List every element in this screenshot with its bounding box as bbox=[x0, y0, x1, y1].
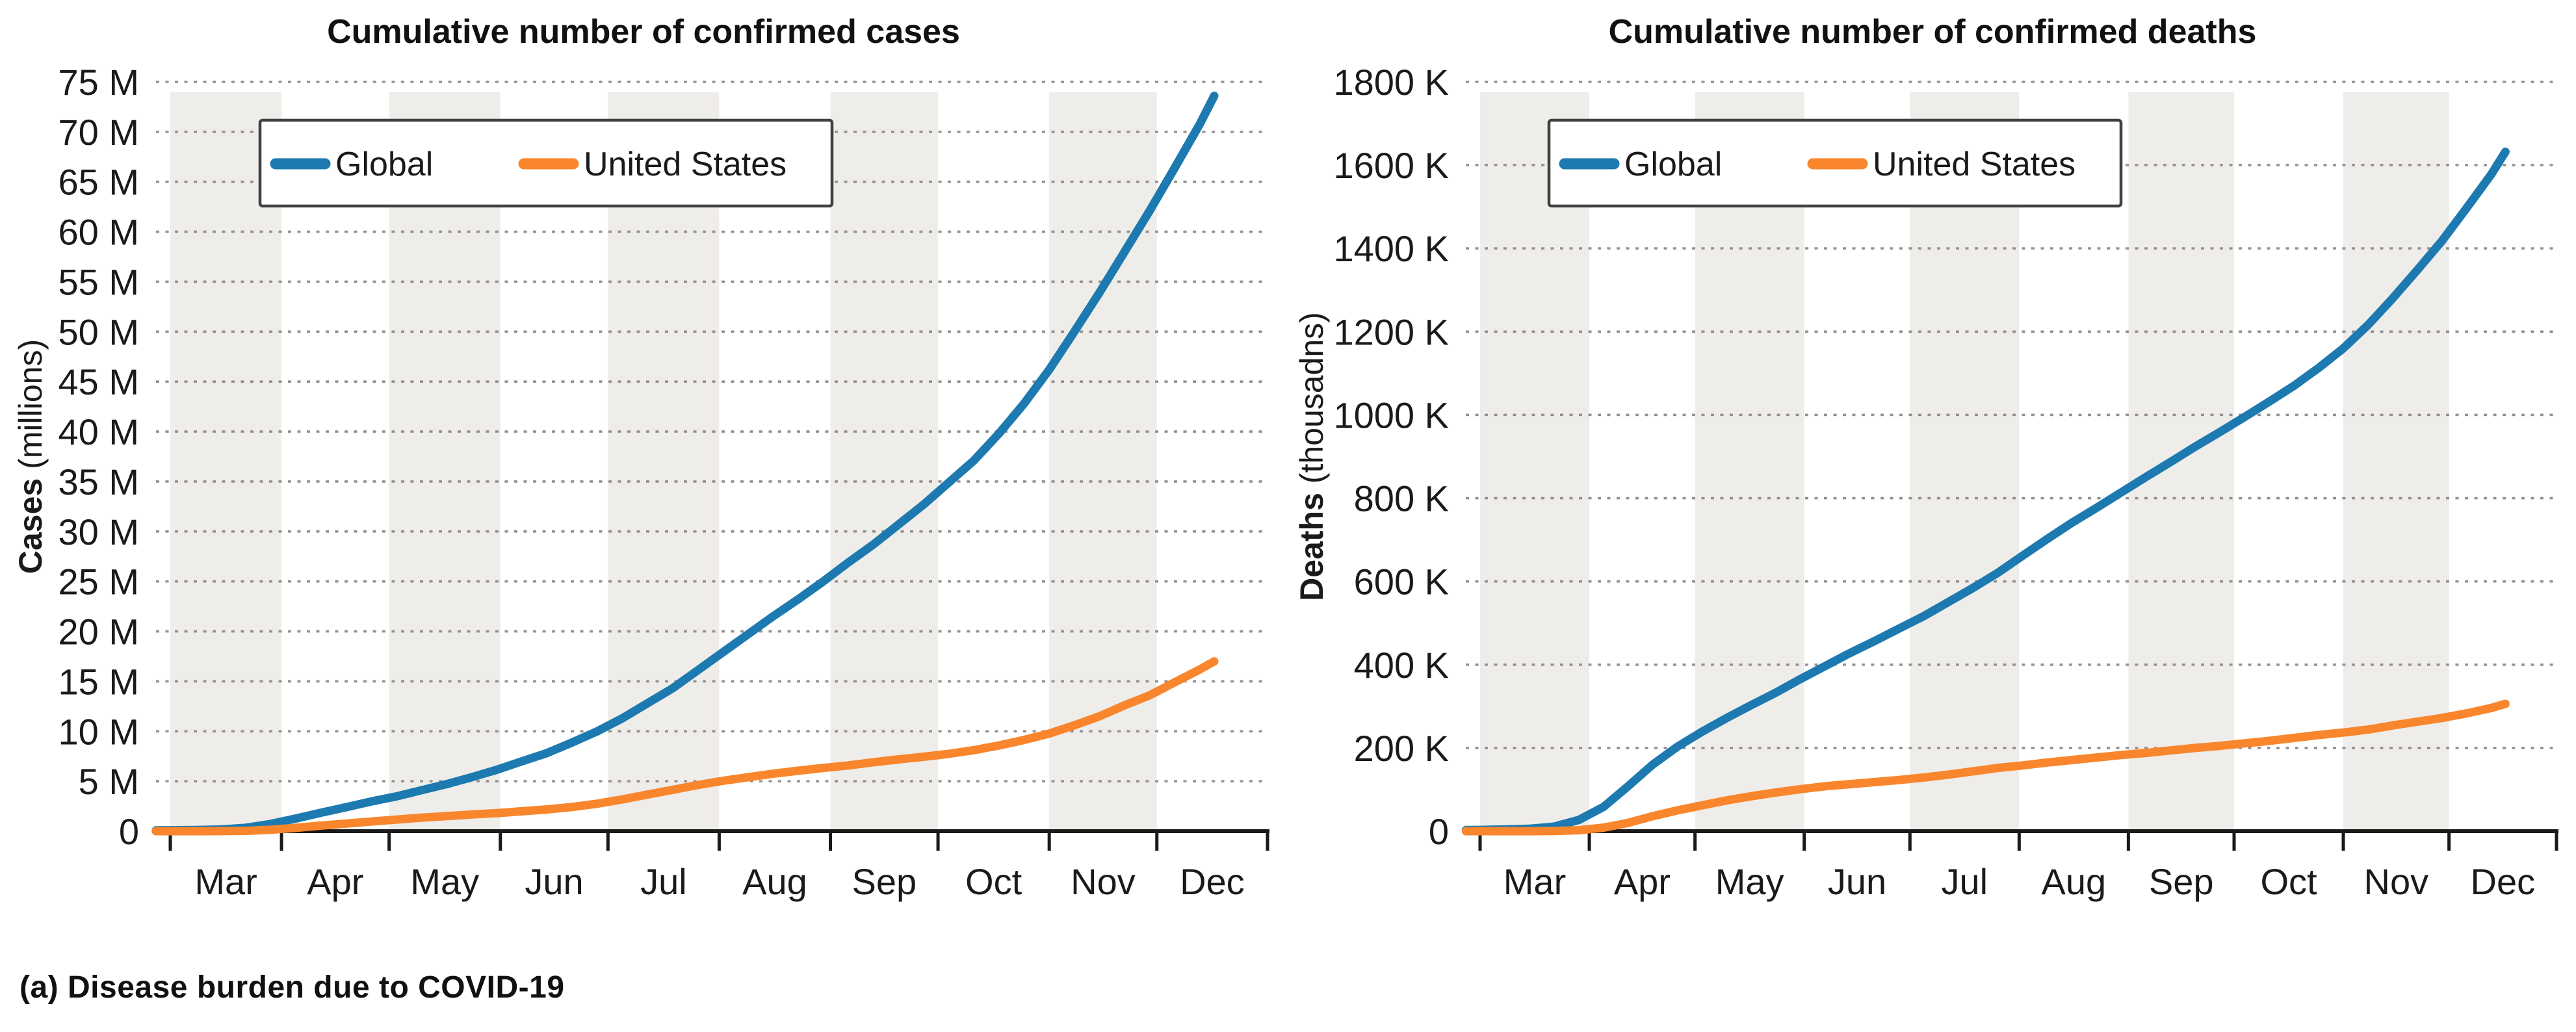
series-line-global bbox=[151, 92, 1219, 835]
legend-label-united-states: United States bbox=[1873, 146, 2075, 183]
chart-title: Cumulative number of confirmed cases bbox=[327, 13, 960, 51]
y-axis-title-unit: (thousadns) bbox=[1294, 312, 1330, 493]
shaded-band-nov bbox=[2343, 92, 2449, 831]
x-tick-label-mar: Mar bbox=[1503, 861, 1566, 902]
y-tick-label: 60 M bbox=[59, 212, 140, 253]
shaded-band-nov bbox=[1049, 92, 1157, 831]
legend-label-united-states: United States bbox=[584, 146, 787, 183]
x-tick-label-dec: Dec bbox=[1180, 861, 1245, 902]
x-axis bbox=[155, 829, 1269, 851]
y-tick-label: 1600 K bbox=[1334, 145, 1450, 186]
x-tick-label-jul: Jul bbox=[1942, 861, 1988, 902]
y-tick-labels: 0 200 K 400 K 600 K 800 K 1000 K 1200 K 1400 K 1… bbox=[1334, 62, 1450, 852]
y-tick-label: 50 M bbox=[59, 311, 140, 352]
cases-chart-box: Mar Apr May Jun Jul Aug Sep Oct Nov Dec 0 5 M 10 M 15… bbox=[0, 3, 1287, 925]
y-tick-label: 20 M bbox=[59, 612, 140, 652]
y-axis-title-main: Deaths bbox=[1294, 493, 1330, 601]
shaded-band-may bbox=[389, 92, 501, 831]
x-tick-label-mar: Mar bbox=[194, 861, 257, 902]
x-tick-label-sep: Sep bbox=[2149, 861, 2214, 902]
y-tick-label: 30 M bbox=[59, 511, 140, 552]
shaded-band-jul bbox=[608, 92, 720, 831]
x-tick-label-jun: Jun bbox=[1828, 861, 1886, 902]
x-tick-label-nov: Nov bbox=[1071, 861, 1136, 902]
x-axis bbox=[1464, 829, 2558, 851]
x-tick-label-may: May bbox=[410, 861, 479, 902]
series-line-united-states bbox=[1461, 699, 2510, 836]
series-line-global bbox=[1461, 148, 2510, 834]
series-line-united-states bbox=[151, 657, 1219, 836]
y-tick-label: 40 M bbox=[59, 411, 140, 452]
y-tick-label: 55 M bbox=[59, 261, 140, 302]
y-tick-label: 10 M bbox=[59, 711, 140, 752]
shaded-band-sep bbox=[2128, 92, 2234, 831]
y-tick-label: 65 M bbox=[59, 162, 140, 203]
x-tick-labels: Mar Apr May Jun Jul Aug Sep Oct Nov Dec bbox=[1503, 861, 2535, 902]
x-tick-label-oct: Oct bbox=[2260, 861, 2317, 902]
x-tick-label-apr: Apr bbox=[1614, 861, 1671, 902]
x-tick-label-dec: Dec bbox=[2471, 861, 2536, 902]
y-tick-label: 200 K bbox=[1354, 728, 1449, 769]
y-tick-label: 70 M bbox=[59, 112, 140, 153]
x-tick-label-oct: Oct bbox=[965, 861, 1022, 902]
y-tick-label: 1000 K bbox=[1334, 394, 1450, 435]
cases-chart: Mar Apr May Jun Jul Aug Sep Oct Nov Dec 0 5 M 10 M 15… bbox=[12, 13, 1269, 902]
x-tick-label-sep: Sep bbox=[852, 861, 917, 902]
figure-caption: (a) Disease burden due to COVID-19 bbox=[20, 970, 565, 1005]
y-tick-label: 1400 K bbox=[1334, 228, 1450, 269]
x-tick-label-aug: Aug bbox=[2042, 861, 2107, 902]
legend: Global United States bbox=[258, 118, 834, 208]
y-tick-label: 0 bbox=[119, 811, 139, 852]
month-bands bbox=[170, 92, 1157, 831]
y-axis-title-unit: (millions) bbox=[12, 339, 49, 478]
y-axis-title: Cases (millions) bbox=[12, 339, 49, 574]
y-tick-label: 1800 K bbox=[1334, 62, 1450, 103]
x-tick-label-apr: Apr bbox=[307, 861, 363, 902]
y-tick-label: 600 K bbox=[1354, 561, 1449, 602]
legend: Global United States bbox=[1547, 118, 2123, 208]
y-tick-label: 25 M bbox=[59, 561, 140, 602]
x-tick-label-nov: Nov bbox=[2364, 861, 2429, 902]
legend-label-global: Global bbox=[335, 146, 433, 183]
shaded-band-mar bbox=[170, 92, 282, 831]
shaded-band-sep bbox=[830, 92, 939, 831]
shaded-band-mar bbox=[1480, 92, 1590, 831]
y-tick-labels: 0 5 M 10 M 15 M 20 M 25 M 30 M 35 M 40 M 45 M 50 M… bbox=[59, 62, 140, 852]
legend-label-global: Global bbox=[1624, 146, 1722, 183]
y-tick-label: 5 M bbox=[79, 761, 139, 802]
y-tick-label: 400 K bbox=[1354, 645, 1449, 686]
shaded-band-jul bbox=[1910, 92, 2020, 831]
y-tick-label: 35 M bbox=[59, 461, 140, 502]
chart-title: Cumulative number of confirmed deaths bbox=[1609, 13, 2257, 51]
x-tick-label-jul: Jul bbox=[640, 861, 687, 902]
y-tick-label: 45 M bbox=[59, 361, 140, 402]
y-tick-label: 1200 K bbox=[1334, 311, 1450, 352]
month-bands bbox=[1480, 92, 2449, 831]
gridlines bbox=[156, 81, 1268, 782]
deaths-chart-box: Mar Apr May Jun Jul Aug Sep Oct Nov Dec 0 200 K 400 … bbox=[1289, 3, 2576, 925]
y-tick-label: 15 M bbox=[59, 661, 140, 702]
x-tick-label-aug: Aug bbox=[742, 861, 807, 902]
x-tick-label-may: May bbox=[1715, 861, 1784, 902]
y-tick-label: 0 bbox=[1429, 811, 1449, 852]
deaths-chart: Mar Apr May Jun Jul Aug Sep Oct Nov Dec 0 200 K 400 … bbox=[1294, 13, 2558, 902]
x-tick-labels: Mar Apr May Jun Jul Aug Sep Oct Nov Dec bbox=[194, 861, 1244, 902]
y-tick-label: 75 M bbox=[59, 62, 140, 103]
x-tick-label-jun: Jun bbox=[525, 861, 583, 902]
y-axis-title-main: Cases bbox=[12, 478, 49, 574]
y-axis-title: Deaths (thousadns) bbox=[1294, 312, 1330, 601]
y-tick-label: 800 K bbox=[1354, 478, 1449, 519]
